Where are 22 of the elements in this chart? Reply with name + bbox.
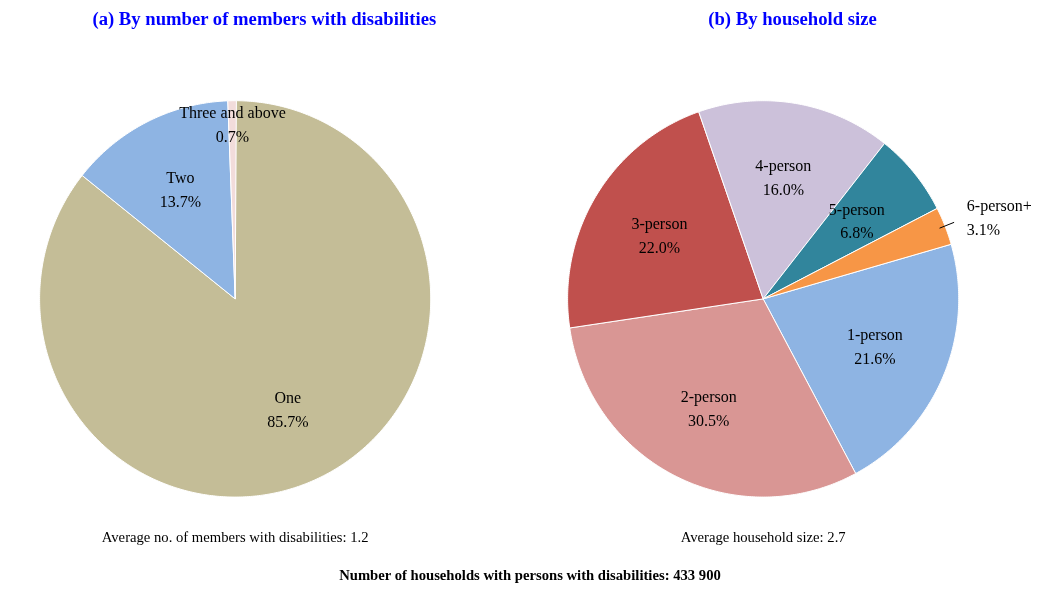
data-label: 6.8% [840, 224, 874, 242]
slice-label: Two [166, 168, 195, 186]
slice-label: 4-person [755, 157, 812, 176]
data-label: 13.7% [159, 192, 202, 210]
chart-title: (b) By household size [708, 7, 877, 30]
data-label: 21.6% [854, 350, 896, 368]
data-label: 16.0% [762, 181, 804, 199]
text: Average household size: 2.7 [680, 528, 846, 545]
data-label: 30.5% [688, 412, 730, 430]
slice-label: 6-person+ [966, 196, 1032, 215]
data-label: 3.1% [966, 220, 1001, 238]
slice-label: 3-person [631, 214, 688, 233]
slice-label: 1-person [846, 326, 903, 345]
text: Average no. of members with disabilities: 1.2 [101, 528, 369, 545]
data-label: 22.0% [638, 238, 681, 256]
slice-label: 2-person [680, 388, 737, 407]
data-label: 85.7% [267, 412, 309, 430]
slice-label: Three and above [179, 104, 286, 122]
text: Number of households with persons with disabilities: 433 900 [339, 566, 721, 585]
slice-label: One [274, 389, 302, 407]
data-label: 0.7% [215, 127, 250, 145]
chart-title: (a) By number of members with disabilities [92, 7, 437, 30]
